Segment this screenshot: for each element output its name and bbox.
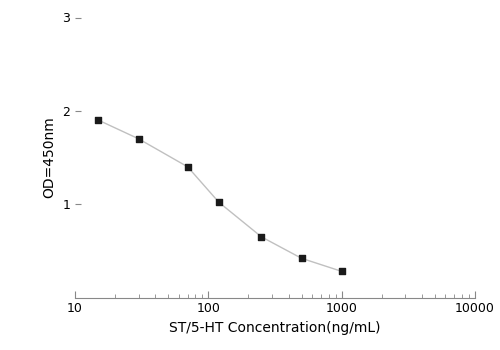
Point	[338, 268, 345, 274]
Y-axis label: OD=450nm: OD=450nm	[42, 117, 56, 198]
Point	[258, 234, 266, 240]
Point	[215, 199, 223, 205]
Point	[298, 256, 306, 261]
Point	[134, 136, 142, 142]
Point	[184, 164, 192, 170]
Point	[94, 117, 102, 123]
X-axis label: ST/5-HT Concentration(ng/mL): ST/5-HT Concentration(ng/mL)	[169, 321, 381, 335]
